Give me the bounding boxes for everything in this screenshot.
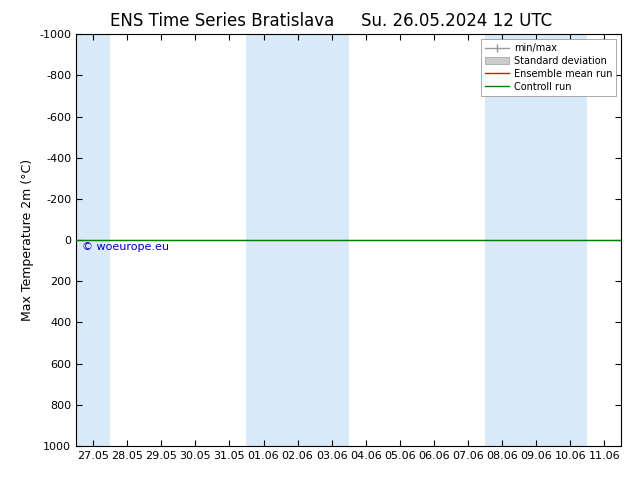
Text: © woeurope.eu: © woeurope.eu	[82, 242, 169, 252]
Y-axis label: Max Temperature 2m (°C): Max Temperature 2m (°C)	[21, 159, 34, 321]
Text: ENS Time Series Bratislava: ENS Time Series Bratislava	[110, 12, 334, 30]
Bar	[485, 34, 587, 446]
Legend: min/max, Standard deviation, Ensemble mean run, Controll run: min/max, Standard deviation, Ensemble me…	[481, 39, 616, 96]
Bar	[247, 34, 349, 446]
Text: Su. 26.05.2024 12 UTC: Su. 26.05.2024 12 UTC	[361, 12, 552, 30]
Bar	[76, 34, 110, 446]
